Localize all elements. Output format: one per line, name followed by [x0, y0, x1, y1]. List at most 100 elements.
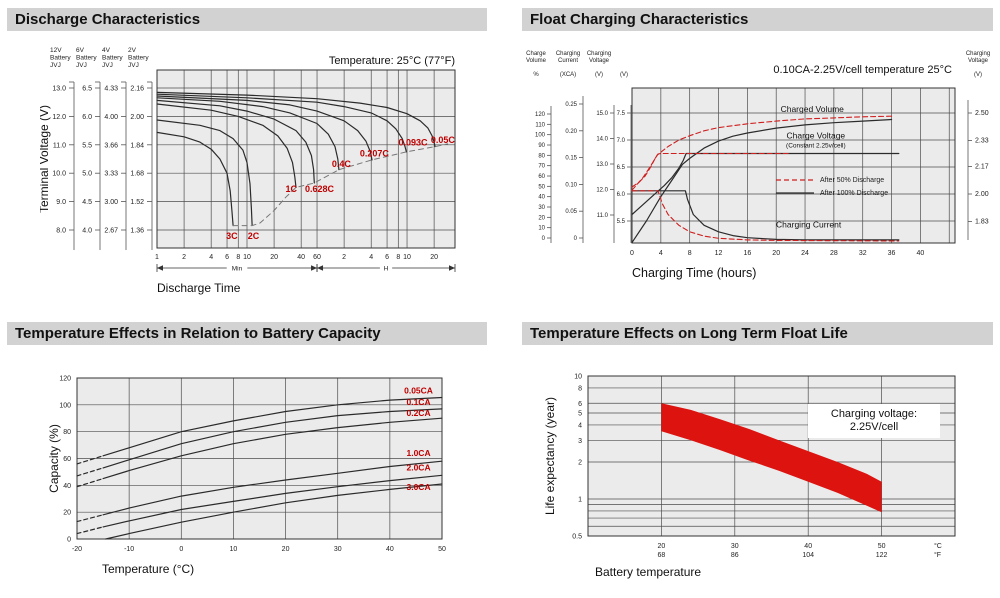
scale-header: JVJ [128, 62, 139, 69]
scale-tick-label: 3.33 [104, 171, 118, 178]
scale-tick-label: 6.0 [82, 114, 92, 121]
x-tick-label-fahrenheit: 68 [658, 552, 666, 559]
curve-label: Charge Voltage [787, 130, 846, 140]
series-label: 3C [226, 231, 238, 241]
curve-2.0CA-dashed [76, 526, 104, 535]
scale-tick-label: 4.00 [104, 114, 118, 121]
scale-tick-label: 13.0 [52, 86, 66, 93]
y-axis-title: Terminal Voltage (V) [40, 105, 51, 213]
curve-0.1CA-dashed [76, 467, 104, 477]
curve-1.0CA [102, 460, 443, 516]
scale-tick-label: 13.0 [596, 162, 608, 168]
scale-header: JVJ [102, 62, 113, 69]
x-tick-label-fahrenheit: 122 [876, 552, 888, 559]
scale-header: Charging [556, 51, 580, 57]
scale-tick-label: 1.68 [130, 171, 144, 178]
scale-tick-label: 6.5 [617, 165, 626, 171]
curve-2C [156, 119, 253, 226]
curve-label: (Constant 2.25v/cell) [786, 143, 846, 150]
scale-tick-label: 0.15 [565, 156, 577, 162]
series-label: 0.2CA [406, 408, 430, 418]
curve-charging-current-100 [631, 190, 900, 241]
scale-tick-label: 2.16 [130, 86, 144, 93]
scale-tick-label: 2.17 [975, 163, 989, 170]
annotation-text: Charging voltage: [831, 408, 917, 420]
series-label: 1.0CA [406, 448, 430, 458]
scale-tick-label: 100 [535, 133, 546, 139]
x-tick-label: 8 [688, 250, 692, 257]
series-label: 0.05CA [404, 385, 433, 395]
scale-unit: (V) [974, 72, 982, 78]
scale-tick-label: 5.5 [617, 219, 626, 225]
y-tick-label: 1 [578, 497, 582, 504]
x-tick-label: 6 [225, 254, 229, 261]
x-tick-label: 20 [270, 254, 278, 261]
scale-tick-label: 7.0 [617, 138, 626, 144]
y-tick-label: 5 [578, 411, 582, 418]
y-tick-label: 0 [67, 537, 71, 544]
series-label: 0.05C [431, 135, 456, 145]
x-tick-label: 40 [297, 254, 305, 261]
scale-tick-label: 0.25 [565, 102, 577, 108]
y-tick-label: 2 [578, 459, 582, 466]
scale-header: Current [558, 58, 578, 64]
arrowhead [157, 265, 163, 271]
y-tick-label: 40 [63, 483, 71, 490]
annotation-text: 2.25V/cell [850, 421, 898, 433]
series-label: 2.0CA [406, 463, 430, 473]
series-label: 2C [248, 231, 260, 241]
scale-header: Battery [50, 55, 71, 62]
scale-tick-label: 70 [538, 164, 545, 170]
arrowhead [449, 265, 455, 271]
scale-tick-label: 3.00 [104, 199, 118, 206]
x-tick-label: 28 [830, 250, 838, 257]
scale-header: Battery [76, 55, 97, 62]
curve-1.0CA-dashed [76, 514, 104, 523]
arrowhead [311, 265, 318, 271]
x-tick-label: -20 [72, 546, 82, 553]
curve-1C [156, 103, 297, 188]
x-axis-title: Temperature (°C) [102, 562, 194, 576]
scale-tick-label: 50 [538, 184, 545, 190]
x-tick-label: 40 [917, 250, 925, 257]
x-tick-label-fahrenheit: 86 [731, 552, 739, 559]
x-tick-label: 20 [772, 250, 780, 257]
x-tick-label: 30 [334, 546, 342, 553]
series-label: 3.0CA [406, 482, 430, 492]
scale-tick-label: 5.0 [82, 171, 92, 178]
y-tick-label: 60 [63, 456, 71, 463]
scale-header: 2V [128, 47, 137, 54]
y-axis-title: Capacity (%) [47, 424, 61, 493]
x-tick-label: -10 [124, 546, 134, 553]
curve-0.05CA [102, 396, 443, 457]
axis-section-label-bg [379, 263, 393, 273]
axis-section-label-bg [226, 263, 248, 273]
scale-header: Voltage [589, 58, 610, 64]
x-tick-label: 0 [179, 546, 183, 553]
chart-note: 0.10CA-2.25V/cell temperature 25°C [773, 64, 952, 76]
scale-header: JVJ [50, 62, 61, 69]
series-label: 0.093C [399, 138, 429, 148]
curve-0.093C [156, 93, 407, 153]
scale-tick-label: 2.00 [130, 114, 144, 121]
scale-tick-label: 12.0 [596, 188, 608, 194]
curve-0.05C [156, 91, 436, 148]
plot-frame [587, 375, 956, 537]
scale-tick-label: 0 [574, 236, 578, 242]
x-tick-label: 40 [386, 546, 394, 553]
x-tick-label-celsius: 40 [804, 543, 812, 550]
x-tick-label: 20 [430, 254, 438, 261]
x-tick-label: 32 [859, 250, 867, 257]
scale-unit: % [533, 72, 539, 78]
scale-tick-label: 0.10 [565, 182, 577, 188]
x-unit-fahrenheit: °F [934, 551, 941, 559]
x-tick-label: 60 [313, 254, 321, 261]
scale-unit: (V) [595, 72, 603, 78]
curve-0.2CA [102, 417, 443, 480]
scale-header: Voltage [968, 58, 989, 64]
scale-header: Charging [966, 51, 990, 57]
scale-tick-label: 2.33 [975, 138, 989, 145]
y-tick-label: 4 [578, 422, 582, 429]
plot-frame [631, 87, 956, 244]
scale-tick-label: 4.33 [104, 86, 118, 93]
